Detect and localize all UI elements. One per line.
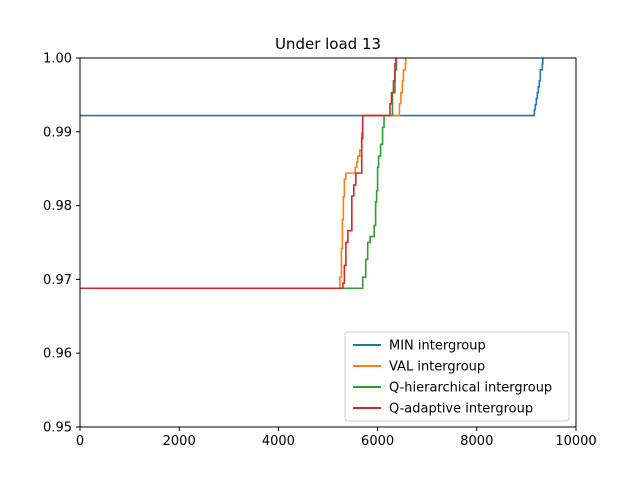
y-axis: 0.95 0.96 0.97 0.98 0.99 1.00 bbox=[43, 52, 80, 436]
chart-title: Under load 13 bbox=[275, 35, 381, 53]
y-tick-label: 0.96 bbox=[43, 347, 72, 362]
x-tick-label: 8000 bbox=[460, 434, 493, 449]
legend: MIN intergroup VAL intergroup Q-hierarchic… bbox=[344, 331, 570, 422]
legend-box bbox=[344, 331, 570, 422]
legend-label-1: VAL intergroup bbox=[389, 360, 485, 375]
x-tick-label: 6000 bbox=[361, 434, 394, 449]
x-tick-label: 4000 bbox=[262, 434, 295, 449]
x-tick-label: 0 bbox=[76, 434, 84, 449]
y-tick-label: 0.99 bbox=[43, 125, 72, 140]
y-tick-label: 0.97 bbox=[43, 273, 72, 288]
y-tick-label: 0.98 bbox=[43, 199, 72, 214]
plot-series bbox=[80, 58, 544, 290]
x-tick-label: 2000 bbox=[163, 434, 196, 449]
legend-label-3: Q-adaptive intergroup bbox=[389, 402, 533, 417]
y-tick-label: 0.95 bbox=[43, 421, 72, 436]
legend-label-2: Q-hierarchical intergroup bbox=[389, 381, 552, 396]
plot-frame bbox=[79, 57, 577, 428]
series-line-3 bbox=[80, 58, 397, 290]
series-line-1 bbox=[80, 58, 407, 290]
x-axis: 0 2000 4000 6000 8000 10000 bbox=[76, 427, 597, 449]
x-tick-label: 10000 bbox=[555, 434, 596, 449]
y-tick-label: 1.00 bbox=[43, 52, 72, 67]
legend-label-0: MIN intergroup bbox=[389, 339, 486, 354]
series-line-0 bbox=[80, 58, 544, 117]
